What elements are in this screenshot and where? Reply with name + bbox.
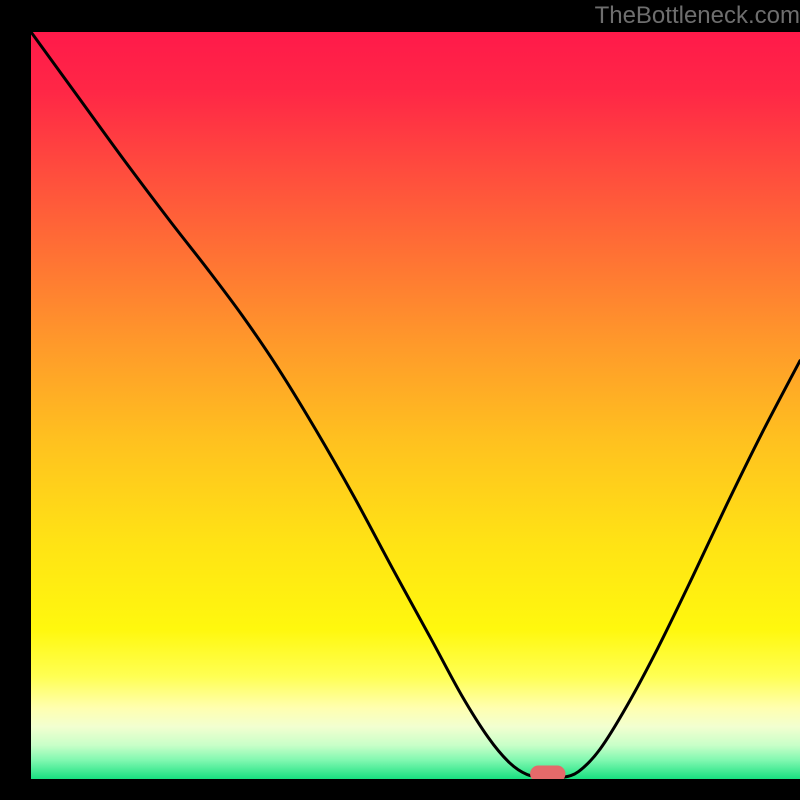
plot-area bbox=[31, 32, 800, 779]
chart-svg bbox=[31, 32, 800, 779]
outer-frame: TheBottleneck.com bbox=[0, 0, 800, 800]
min-marker bbox=[530, 766, 565, 779]
watermark-text: TheBottleneck.com bbox=[595, 2, 800, 30]
bottleneck-curve-line bbox=[31, 32, 800, 778]
